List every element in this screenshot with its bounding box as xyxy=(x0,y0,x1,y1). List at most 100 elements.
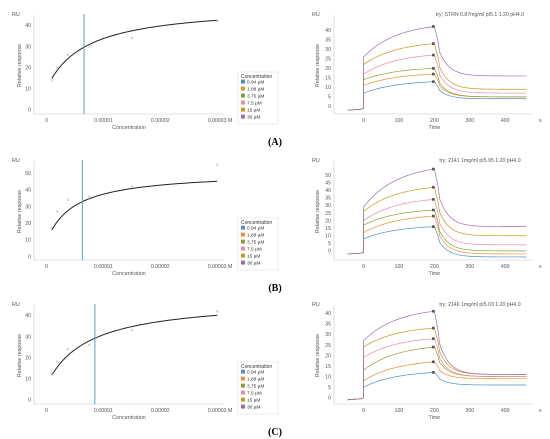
x-unit-label: M xyxy=(228,118,232,124)
report-point-marker xyxy=(432,309,435,313)
legend-entry: 1.88 µM xyxy=(247,86,264,92)
y-tick-label: 20 xyxy=(325,66,331,72)
series-line xyxy=(347,73,527,111)
affinity-plot-B: RU 0 10 20 30 40 50 0 0.00001 0.00002 0.00003 M Conc… xyxy=(12,158,232,277)
x-tick-label: 0 xyxy=(362,408,365,414)
sensorgram-plot-B: RU try; 2141 1mg/ml pI5.95 1:20 pH4.00510… xyxy=(312,158,542,277)
y-axis-label: Relative response xyxy=(315,190,321,233)
report-point-marker xyxy=(432,360,435,364)
series-line xyxy=(347,372,527,401)
x-tick-label: 0.00002 xyxy=(151,118,170,124)
data-point-mark xyxy=(87,343,91,347)
legend-entry: 3.75 µM xyxy=(247,239,264,245)
y-tick-label: 10 xyxy=(25,376,31,382)
x-tick-label: 0.00002 xyxy=(151,264,170,270)
y-unit-label: RU xyxy=(12,12,20,18)
legend-entry: 3.75 µM xyxy=(247,383,264,389)
legend-swatch xyxy=(241,246,245,251)
legend-swatch xyxy=(241,100,245,105)
data-point xyxy=(215,19,219,23)
y-tick-label: 5 xyxy=(328,95,331,101)
y-tick-label: 0 xyxy=(328,249,331,255)
report-point-marker xyxy=(432,80,435,83)
fit-curve xyxy=(51,314,218,376)
sensorgram-plot-A: RU try; STRN 0.87mg/ml pI5.1 1:20 pH4.0 0 5… xyxy=(312,12,542,131)
legend-swatch xyxy=(241,93,245,98)
y-unit-label: RU xyxy=(12,158,20,164)
data-point-mark xyxy=(215,309,219,313)
series-line xyxy=(347,209,527,255)
x-unit-label: M xyxy=(228,408,232,414)
data-point-mark xyxy=(66,53,70,57)
report-point-marker xyxy=(432,42,435,45)
y-tick-label: 40 xyxy=(25,188,31,194)
y-unit-label: RU xyxy=(312,12,320,18)
x-tick-label: 0.00003 xyxy=(208,408,227,414)
x-tick-label: 200 xyxy=(430,264,439,270)
x-unit-label: s xyxy=(539,264,542,270)
data-point xyxy=(215,163,219,167)
data-point-mark xyxy=(55,210,59,213)
data-point-mark xyxy=(130,184,134,188)
y-tick-label: 10 xyxy=(25,238,31,244)
legend-title: Concentration xyxy=(241,220,272,226)
report-point-marker xyxy=(432,337,435,340)
y-tick-label: 5 xyxy=(328,241,331,247)
series-line xyxy=(347,168,527,255)
report-point-marker xyxy=(432,198,435,201)
data-point-mark xyxy=(130,328,134,332)
legend-swatch xyxy=(241,114,245,119)
y-tick-label: 20 xyxy=(325,353,331,359)
data-point-mark xyxy=(55,360,59,364)
x-tick-label: 0 xyxy=(362,118,365,124)
series-line xyxy=(347,81,527,111)
report-point-marker xyxy=(432,185,435,189)
legend-swatch xyxy=(241,232,245,237)
y-tick-label: 0 xyxy=(328,395,331,401)
data-point xyxy=(66,347,70,351)
y-tick-label: 30 xyxy=(25,334,31,340)
y-tick-label: 45 xyxy=(325,181,331,187)
data-point-mark xyxy=(66,347,70,351)
legend-entry: 15 µM xyxy=(247,397,260,403)
x-unit-label: M xyxy=(228,264,232,270)
y-unit-label: RU xyxy=(12,302,20,308)
legend-title: Concentration xyxy=(241,364,272,370)
y-tick-label: 20 xyxy=(325,218,331,224)
y-axis-label: Relative response xyxy=(315,44,321,87)
y-tick-label: 50 xyxy=(325,173,331,179)
report-point-marker xyxy=(432,167,435,171)
report-point-marker xyxy=(432,67,435,70)
x-tick-label: 400 xyxy=(501,264,510,270)
y-tick-label: 0 xyxy=(28,398,31,404)
y-tick-label: 30 xyxy=(325,47,331,53)
report-point-marker xyxy=(432,25,435,28)
x-tick-label: 0.00003 xyxy=(208,118,227,124)
panel-label: (A) xyxy=(268,137,282,148)
x-tick-label: 0.00001 xyxy=(94,118,113,124)
report-point-marker xyxy=(432,345,435,349)
series-line xyxy=(347,215,527,255)
data-point-mark xyxy=(55,66,59,70)
series-line xyxy=(347,327,527,401)
legend-entry: 30 µM xyxy=(247,260,260,266)
data-point-mark xyxy=(215,163,219,167)
data-point-mark xyxy=(50,78,54,82)
data-point xyxy=(50,226,54,230)
legend-entry: 7.5 µM xyxy=(247,390,262,396)
legend-title: Concentration xyxy=(241,74,272,80)
series-line xyxy=(347,67,527,111)
panel-label: (C) xyxy=(268,427,282,438)
data-point-mark xyxy=(130,36,134,40)
y-unit-label: RU xyxy=(312,158,320,164)
affinity-plot-C: RU 0 10 20 30 40 0 0.00001 0.00002 0.00003 M Concen… xyxy=(12,302,232,421)
legend-swatch xyxy=(241,390,245,395)
x-tick-label: 0 xyxy=(45,408,48,414)
y-tick-label: 25 xyxy=(325,57,331,63)
x-axis-label: Time xyxy=(428,125,440,131)
x-tick-label: 0 xyxy=(45,118,48,124)
legend-entry: 3.75 µM xyxy=(247,93,264,99)
x-tick-label: 0.00002 xyxy=(151,408,170,414)
legend-swatch xyxy=(241,86,245,91)
